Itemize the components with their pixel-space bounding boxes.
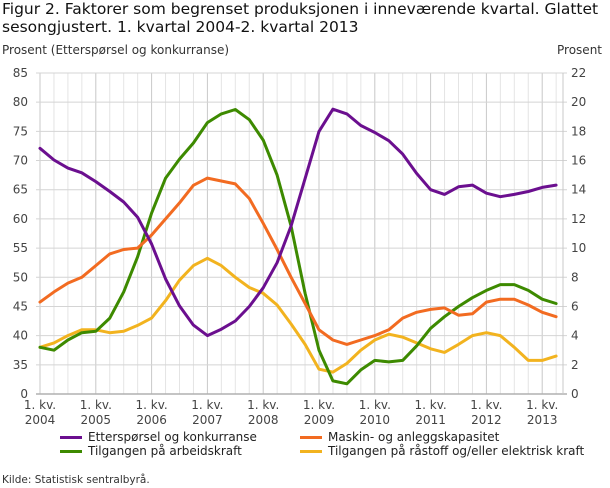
y-left-tick-label: 0 xyxy=(20,387,28,401)
x-tick-label: 1. kv. xyxy=(80,398,112,412)
x-tick-label: 1. kv. xyxy=(470,398,502,412)
legend-item: Tilgangen på råstoff og/eller elektrisk … xyxy=(300,444,584,458)
y-left-tick-label: 40 xyxy=(13,329,28,343)
x-tick-label: 1. kv. xyxy=(414,398,446,412)
y-right-tick-label: 2 xyxy=(571,358,579,372)
y-right-tick-label: 4 xyxy=(571,329,579,343)
legend-label: Etterspørsel og konkurranse xyxy=(88,430,257,444)
legend-item: Maskin- og anleggskapasitet xyxy=(300,430,499,444)
y-left-tick-label: 80 xyxy=(13,95,28,109)
series-line xyxy=(38,256,558,374)
y-right-tick-label: 22 xyxy=(571,66,586,80)
x-tick-label: 1. kv. xyxy=(303,398,335,412)
legend-label: Tilgangen på arbeidskraft xyxy=(88,444,242,458)
x-tick-label: 1. kv. xyxy=(191,398,223,412)
y-axis-right-title: Prosent xyxy=(557,43,602,57)
y-right-tick-label: 12 xyxy=(571,212,586,226)
x-tick-label: 1. kv. xyxy=(247,398,279,412)
x-tick-label: 2005 xyxy=(81,413,112,427)
y-left-tick-label: 85 xyxy=(13,66,28,80)
y-left-tick-label: 35 xyxy=(13,358,28,372)
y-axis-left-title: Prosent (Etterspørsel og konkurranse) xyxy=(2,43,230,57)
y-right-tick-label: 16 xyxy=(571,154,586,168)
series-line xyxy=(38,176,558,346)
legend-label: Maskin- og anleggskapasitet xyxy=(328,430,500,444)
y-left-tick-label: 75 xyxy=(13,124,28,138)
y-right-tick-label: 10 xyxy=(571,241,586,255)
y-right-tick-label: 8 xyxy=(571,270,579,284)
x-tick-label: 2006 xyxy=(136,413,167,427)
y-left-tick-label: 55 xyxy=(13,241,28,255)
legend-swatch xyxy=(60,435,82,439)
x-tick-label: 2007 xyxy=(192,413,223,427)
x-tick-label: 1. kv. xyxy=(24,398,56,412)
y-right-tick-label: 0 xyxy=(571,387,579,401)
x-tick-label: 2004 xyxy=(25,413,56,427)
y-right-tick-label: 20 xyxy=(571,95,586,109)
y-left-tick-label: 50 xyxy=(13,270,28,284)
x-tick-label: 1. kv. xyxy=(359,398,391,412)
y-left-tick-label: 45 xyxy=(13,299,28,313)
y-left-tick-label: 70 xyxy=(13,154,28,168)
legend-label: Tilgangen på råstoff og/eller elektrisk … xyxy=(328,444,585,458)
legend-swatch xyxy=(60,449,82,453)
x-tick-label: 2012 xyxy=(471,413,502,427)
legend-swatch xyxy=(300,435,322,439)
x-tick-label: 2008 xyxy=(248,413,279,427)
legend-item: Etterspørsel og konkurranse xyxy=(60,430,257,444)
series-line xyxy=(38,108,558,386)
chart-title: Figur 2. Faktorer som begrenset produksj… xyxy=(2,0,599,36)
legend-item: Tilgangen på arbeidskraft xyxy=(60,444,242,458)
y-left-tick-label: 65 xyxy=(13,183,28,197)
source-note: Kilde: Statistisk sentralbyrå. xyxy=(2,474,150,486)
y-right-tick-label: 18 xyxy=(571,124,586,138)
y-left-tick-label: 60 xyxy=(13,212,28,226)
x-tick-label: 2010 xyxy=(360,413,391,427)
x-tick-label: 1. kv. xyxy=(526,398,558,412)
x-tick-label: 2009 xyxy=(304,413,335,427)
x-tick-label: 2011 xyxy=(415,413,446,427)
x-tick-label: 1. kv. xyxy=(135,398,167,412)
series-line xyxy=(38,107,558,338)
y-right-tick-label: 6 xyxy=(571,299,579,313)
y-right-tick-label: 14 xyxy=(571,183,586,197)
legend-swatch xyxy=(300,449,322,453)
x-tick-label: 2013 xyxy=(527,413,558,427)
